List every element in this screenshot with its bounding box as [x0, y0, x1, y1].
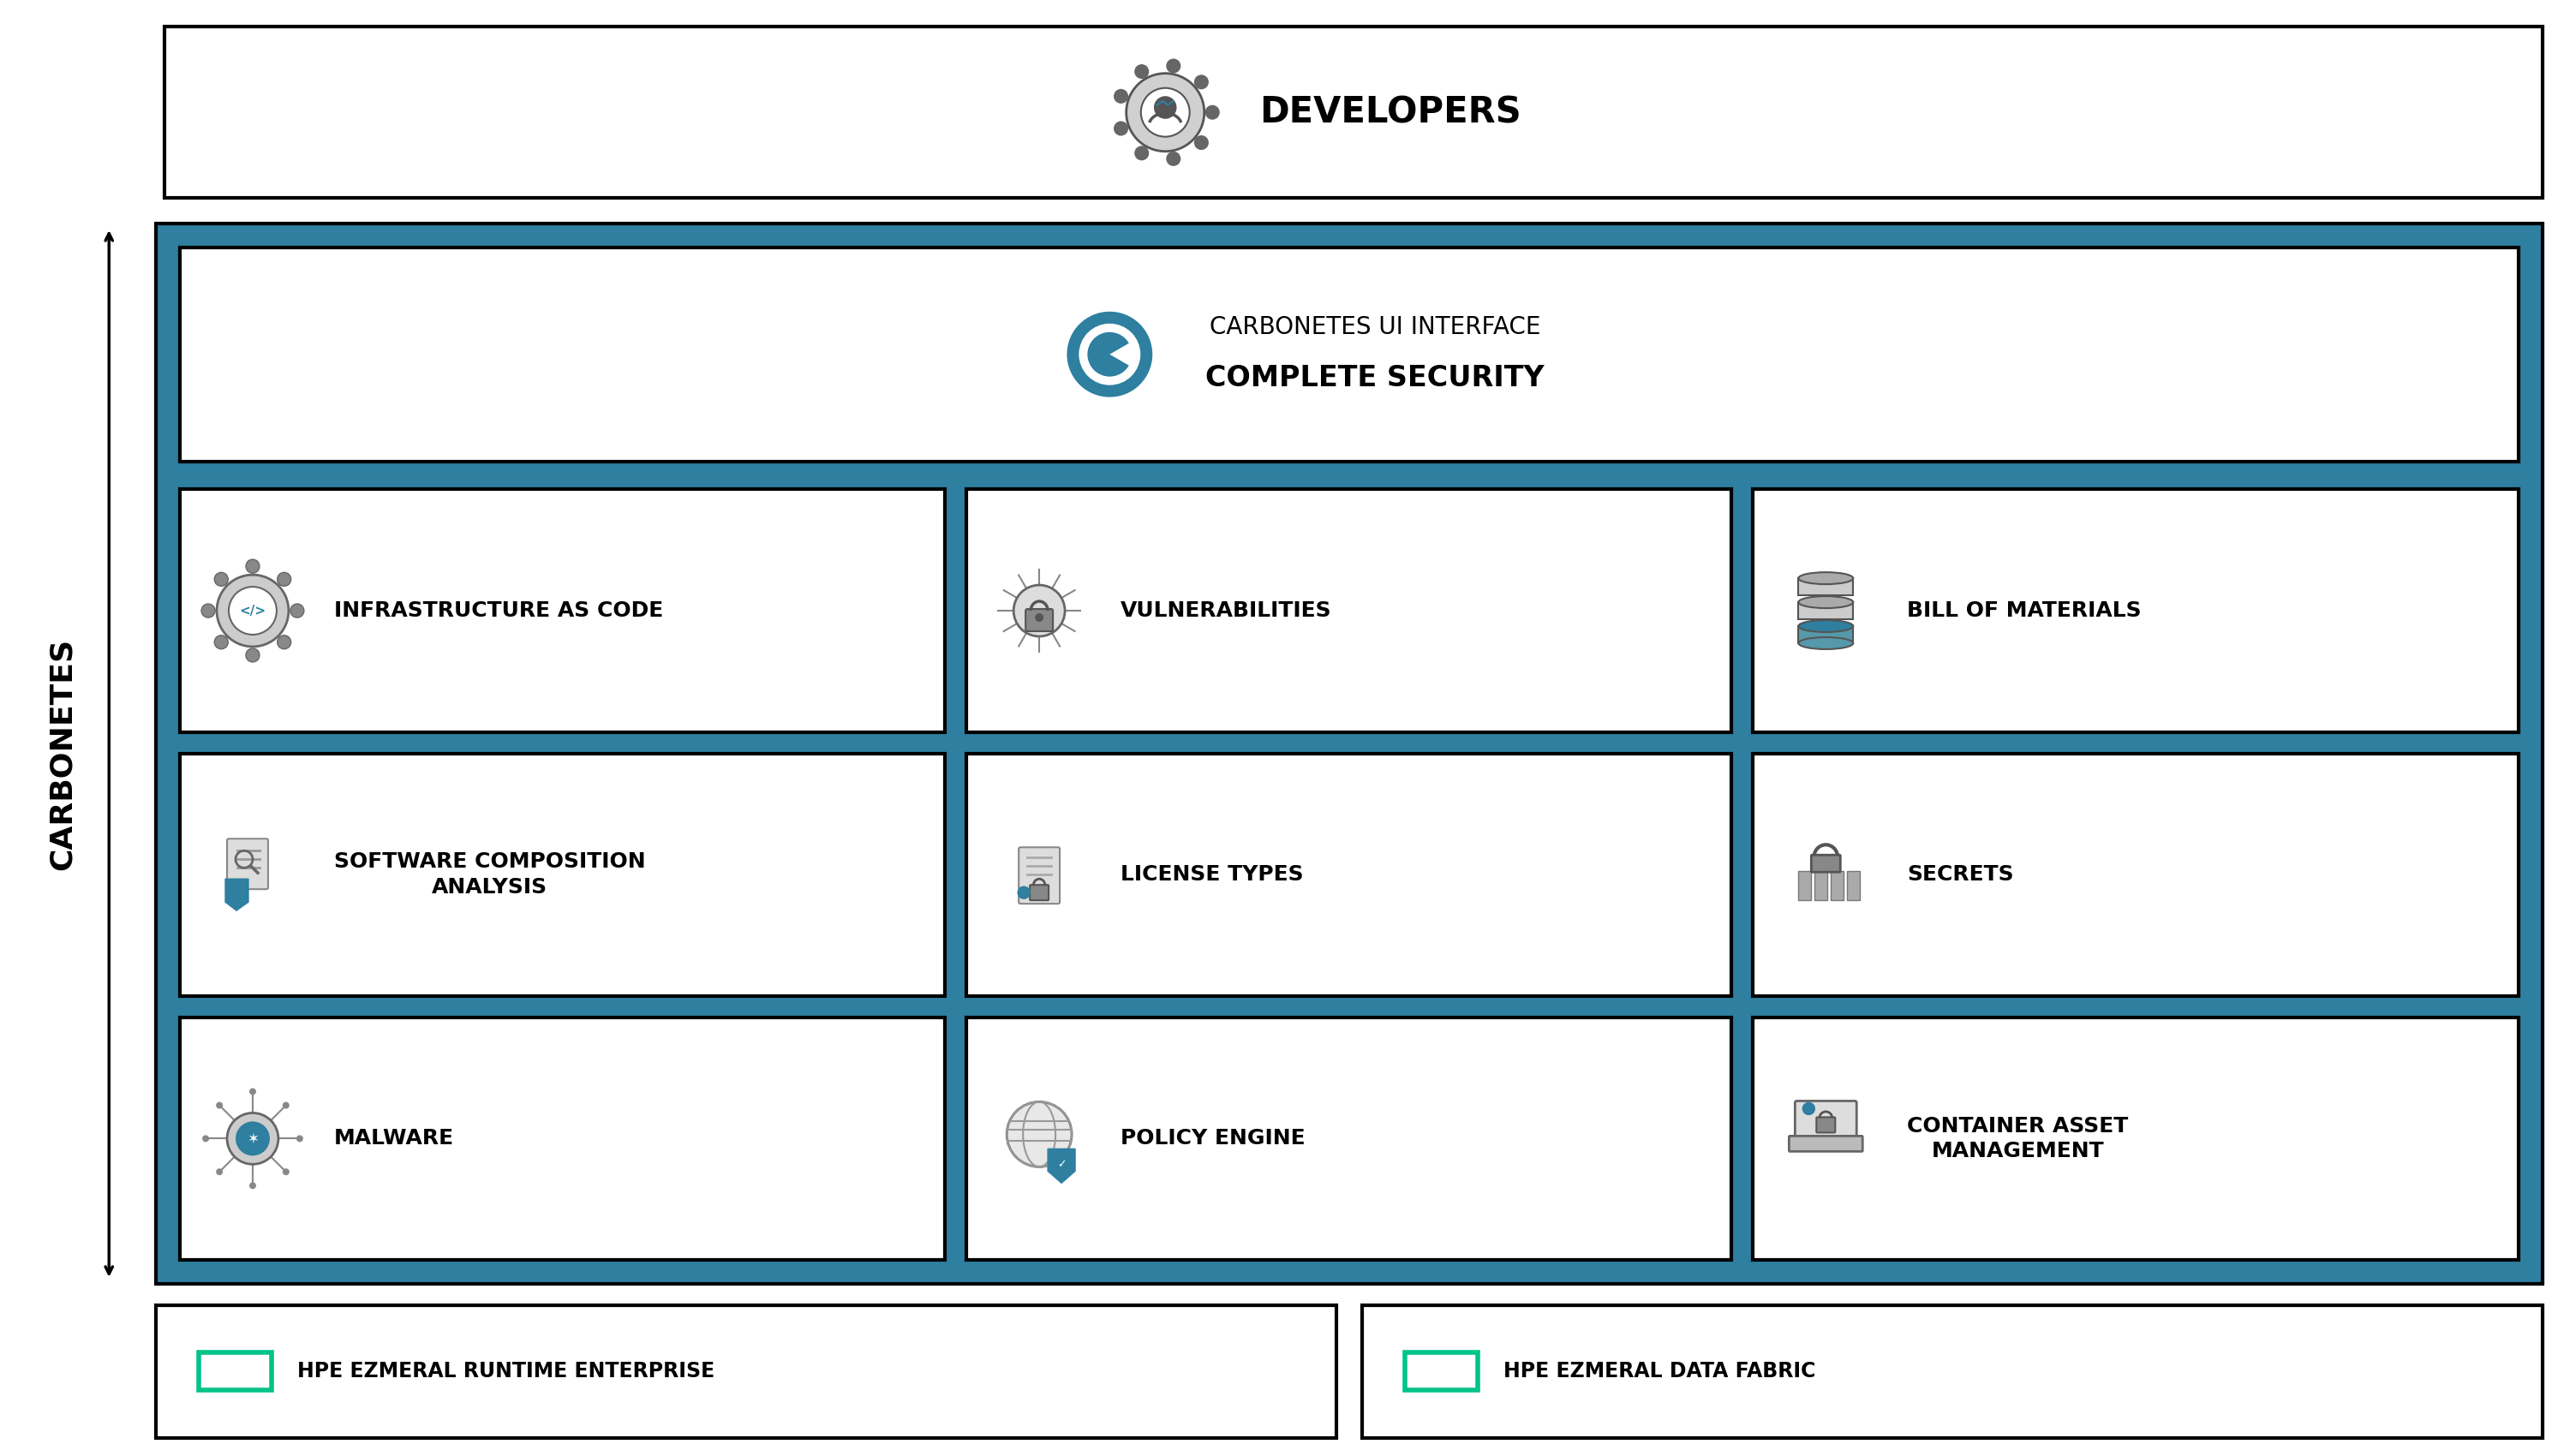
Circle shape: [1007, 1102, 1072, 1166]
Text: DEVELOPERS: DEVELOPERS: [1259, 95, 1521, 131]
Ellipse shape: [1799, 572, 1853, 584]
Circle shape: [1087, 332, 1131, 377]
Text: ✓: ✓: [1056, 1159, 1067, 1169]
Text: BILL OF MATERIALS: BILL OF MATERIALS: [1907, 600, 2141, 622]
Circle shape: [1195, 74, 1208, 89]
Circle shape: [247, 559, 260, 574]
Bar: [1753, 1018, 2519, 1259]
Circle shape: [1079, 323, 1141, 386]
Text: ✶: ✶: [247, 1131, 260, 1146]
Circle shape: [290, 604, 303, 617]
Circle shape: [213, 572, 229, 587]
Bar: [1753, 753, 2519, 996]
Circle shape: [1802, 1102, 1814, 1115]
Text: LICENSE TYPES: LICENSE TYPES: [1121, 865, 1303, 885]
Circle shape: [1133, 146, 1149, 160]
Circle shape: [1167, 58, 1180, 73]
Bar: [1848, 871, 1861, 900]
FancyBboxPatch shape: [1018, 847, 1059, 904]
FancyBboxPatch shape: [1025, 609, 1054, 632]
Circle shape: [249, 1182, 257, 1190]
Circle shape: [229, 587, 278, 635]
Bar: [1830, 871, 1843, 900]
Circle shape: [226, 1112, 278, 1165]
Circle shape: [283, 1102, 290, 1108]
Bar: [157, 1305, 1336, 1437]
Circle shape: [203, 1136, 208, 1142]
Bar: [157, 224, 2542, 1284]
Bar: [157, 224, 2542, 1284]
FancyBboxPatch shape: [226, 839, 267, 890]
FancyBboxPatch shape: [1789, 1136, 1863, 1152]
Circle shape: [249, 1088, 257, 1095]
Bar: [1406, 1353, 1478, 1390]
Circle shape: [1154, 96, 1177, 119]
Bar: [966, 489, 1732, 732]
Circle shape: [1167, 151, 1180, 166]
Text: POLICY ENGINE: POLICY ENGINE: [1121, 1128, 1306, 1149]
Polygon shape: [226, 879, 249, 910]
Circle shape: [1013, 585, 1064, 636]
Wedge shape: [1110, 342, 1133, 367]
Ellipse shape: [1799, 638, 1853, 649]
Text: HPE EZMERAL RUNTIME ENTERPRISE: HPE EZMERAL RUNTIME ENTERPRISE: [298, 1361, 714, 1382]
Circle shape: [216, 1102, 224, 1108]
Text: CONTAINER ASSET
MANAGEMENT: CONTAINER ASSET MANAGEMENT: [1907, 1115, 2128, 1162]
Circle shape: [1036, 613, 1043, 622]
Bar: [1799, 578, 1853, 596]
Ellipse shape: [1799, 620, 1853, 632]
Text: </>: </>: [239, 604, 267, 617]
Text: SECRETS: SECRETS: [1907, 865, 2015, 885]
Bar: [164, 26, 2542, 198]
Text: CARBONETES: CARBONETES: [46, 638, 77, 869]
Bar: [180, 489, 946, 732]
Circle shape: [1113, 89, 1128, 103]
Text: HPE EZMERAL DATA FABRIC: HPE EZMERAL DATA FABRIC: [1503, 1361, 1814, 1382]
Circle shape: [1113, 121, 1128, 135]
Bar: [180, 1018, 946, 1259]
Circle shape: [1195, 135, 1208, 150]
FancyBboxPatch shape: [1794, 1101, 1856, 1140]
Circle shape: [278, 635, 290, 649]
Text: VULNERABILITIES: VULNERABILITIES: [1121, 600, 1331, 622]
Circle shape: [1067, 312, 1151, 397]
Polygon shape: [1049, 1149, 1074, 1184]
Circle shape: [236, 1121, 270, 1156]
Circle shape: [1018, 887, 1031, 898]
Circle shape: [216, 1168, 224, 1175]
Bar: [1799, 603, 1853, 619]
Text: CARBONETES UI INTERFACE: CARBONETES UI INTERFACE: [1210, 314, 1539, 339]
Bar: [198, 1353, 272, 1390]
FancyBboxPatch shape: [1031, 885, 1049, 900]
Circle shape: [1141, 87, 1190, 137]
FancyBboxPatch shape: [1812, 855, 1840, 872]
Bar: [1814, 871, 1827, 900]
Circle shape: [283, 1168, 290, 1175]
Text: COMPLETE SECURITY: COMPLETE SECURITY: [1205, 364, 1545, 393]
Bar: [966, 753, 1732, 996]
Text: SOFTWARE COMPOSITION
ANALYSIS: SOFTWARE COMPOSITION ANALYSIS: [334, 852, 645, 898]
Bar: [1753, 489, 2519, 732]
Circle shape: [296, 1136, 303, 1142]
Circle shape: [200, 604, 216, 617]
Text: MALWARE: MALWARE: [334, 1128, 455, 1149]
Bar: [1362, 1305, 2542, 1437]
Ellipse shape: [1799, 596, 1853, 609]
Circle shape: [1126, 73, 1205, 151]
Bar: [1799, 626, 1853, 644]
Bar: [1799, 871, 1812, 900]
Circle shape: [278, 572, 290, 587]
Text: INFRASTRUCTURE AS CODE: INFRASTRUCTURE AS CODE: [334, 600, 663, 622]
Circle shape: [213, 635, 229, 649]
Bar: [180, 248, 2519, 462]
Bar: [966, 1018, 1732, 1259]
Bar: [180, 753, 946, 996]
FancyBboxPatch shape: [1817, 1117, 1835, 1133]
Circle shape: [1133, 64, 1149, 79]
Circle shape: [216, 575, 288, 646]
Circle shape: [1205, 105, 1221, 119]
Circle shape: [247, 648, 260, 662]
